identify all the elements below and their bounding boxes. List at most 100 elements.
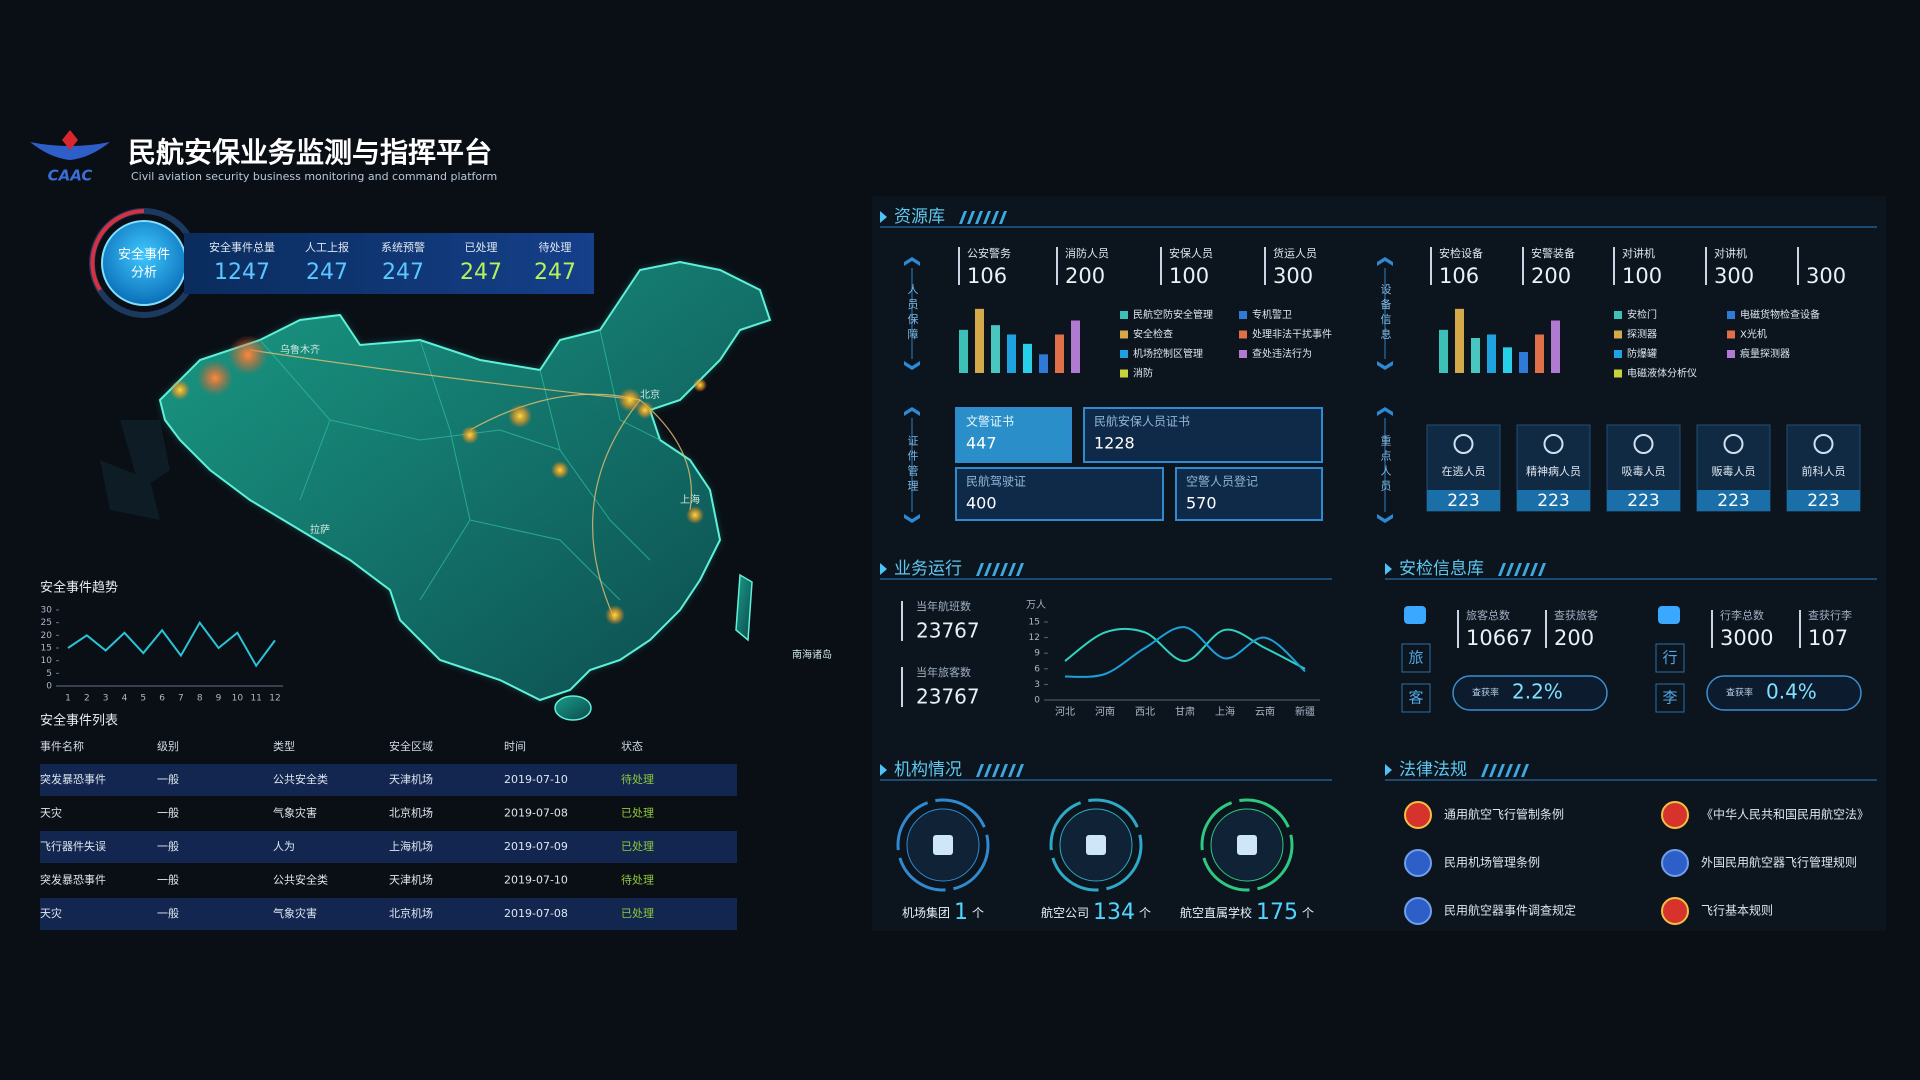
section-slash [1498, 563, 1506, 576]
person-label: 吸毒人员 [1622, 465, 1666, 478]
institution-label: 航空公司 [1041, 905, 1089, 920]
rate-caption: 查获率 [1726, 687, 1753, 699]
side-label: 人员保障 [906, 283, 919, 343]
section-slash [1497, 764, 1505, 777]
person-label: 精神病人员 [1526, 464, 1581, 478]
x-tick-label: 5 [140, 694, 146, 704]
section-slash [991, 211, 999, 224]
y-tick-label: 30 [41, 606, 53, 616]
table-cell: 一般 [157, 907, 179, 920]
law-title: 《中华人民共和国民用航空法》 [1701, 807, 1869, 822]
x-tick-label: 1 [65, 694, 71, 704]
stat-label: 对讲机 [1622, 246, 1655, 260]
legend-label: 查处违法行为 [1252, 347, 1312, 360]
legend-label: 电磁货物检查设备 [1740, 308, 1820, 321]
legend-label: 痕量探测器 [1740, 347, 1790, 360]
table-cell: 气象灾害 [273, 806, 317, 820]
legend-swatch [1120, 369, 1128, 378]
stat-value: 300 [1806, 264, 1846, 288]
map-label: 拉萨 [310, 523, 330, 536]
person-icon [1633, 434, 1654, 454]
section-slash [984, 563, 992, 576]
institution-unit: 个 [1139, 906, 1151, 920]
page-subtitle: Civil aviation security business monitor… [131, 170, 497, 183]
law-icon [1404, 801, 1432, 829]
table-cell: 一般 [157, 874, 179, 887]
legend-swatch [1614, 311, 1622, 319]
x-tick-label: 新疆 [1295, 705, 1315, 718]
person-label: 在逃人员 [1442, 465, 1486, 478]
table-header: 时间 [504, 740, 526, 753]
person-value-band [1607, 490, 1680, 511]
stat-label: 查获旅客 [1554, 608, 1598, 622]
stat-value: 100 [1169, 264, 1209, 288]
section-arrow [1385, 563, 1392, 575]
side-char: 行 [1662, 649, 1677, 667]
section-slash [984, 764, 992, 777]
x-tick-label: 河北 [1055, 706, 1075, 718]
y-tick-label: 9 [1034, 649, 1040, 659]
table-cell: 已处理 [621, 807, 654, 820]
law-title: 飞行基本规则 [1701, 903, 1773, 918]
legend-swatch [1239, 350, 1247, 358]
stat-value: 23767 [916, 685, 980, 709]
bar [1535, 334, 1544, 373]
institution-ring [896, 798, 990, 892]
side-char-box [1401, 683, 1431, 713]
section-title: 法律法规 [1399, 760, 1467, 780]
trend-line [67, 620, 276, 668]
table-cell: 2019-07-10 [504, 874, 568, 887]
side-label: 设备信息 [1379, 283, 1392, 343]
institution-caption: 航空公司 134 个 [1041, 900, 1151, 925]
side-char: 客 [1408, 689, 1423, 707]
table-row-band [40, 898, 737, 930]
institution-icon [1086, 835, 1106, 855]
stat-label: 安警装备 [1531, 246, 1575, 260]
map [100, 260, 772, 721]
rate-pill [1706, 675, 1862, 711]
rate-pill [1452, 675, 1608, 711]
side-chevron [904, 514, 920, 523]
institution-icon [1237, 835, 1257, 855]
side-char-box [1401, 643, 1431, 673]
summary-value: 247 [306, 260, 348, 285]
law-icon [1661, 801, 1689, 829]
legend-label: 消防 [1133, 367, 1153, 380]
legend-label: 安检门 [1627, 308, 1657, 321]
section-slash [1514, 563, 1522, 576]
person-label: 贩毒人员 [1712, 465, 1756, 478]
x-tick-label: 6 [159, 694, 165, 704]
person-value: 223 [1627, 491, 1659, 511]
side-chevron [904, 407, 920, 416]
bar [991, 325, 1000, 373]
table-cell: 已处理 [621, 840, 654, 853]
institution-icon [933, 835, 953, 855]
side-chevron [1377, 257, 1393, 266]
institution-value: 1 [954, 900, 968, 925]
table-header: 级别 [157, 740, 179, 753]
section-slash [967, 211, 975, 224]
section-slash [1008, 563, 1016, 576]
summary-value: 1247 [214, 260, 270, 285]
table-cell: 公共安全类 [273, 873, 328, 887]
side-chevron [904, 257, 920, 266]
section-slash [1000, 563, 1008, 576]
section-slash [1489, 764, 1497, 777]
stat-label: 安检设备 [1439, 246, 1483, 260]
table-cell: 待处理 [621, 772, 654, 786]
stat-label: 安保人员 [1169, 246, 1213, 260]
legend-label: 探测器 [1627, 328, 1657, 341]
summary-value: 247 [460, 260, 502, 285]
legend-label: 安全检查 [1133, 328, 1173, 341]
x-tick-label: 3 [103, 694, 109, 704]
stat-label: 货运人员 [1273, 246, 1317, 260]
certificate-label: 文警证书 [966, 414, 1014, 429]
x-tick-label: 甘肃 [1175, 705, 1195, 718]
table-cell: 一般 [157, 807, 179, 820]
side-chevron [904, 361, 920, 370]
legend-swatch [1120, 311, 1128, 319]
group-icon [1658, 606, 1680, 624]
side-char-box [1655, 683, 1685, 713]
bar [1487, 334, 1496, 373]
table-cell: 天灾 [40, 906, 62, 920]
